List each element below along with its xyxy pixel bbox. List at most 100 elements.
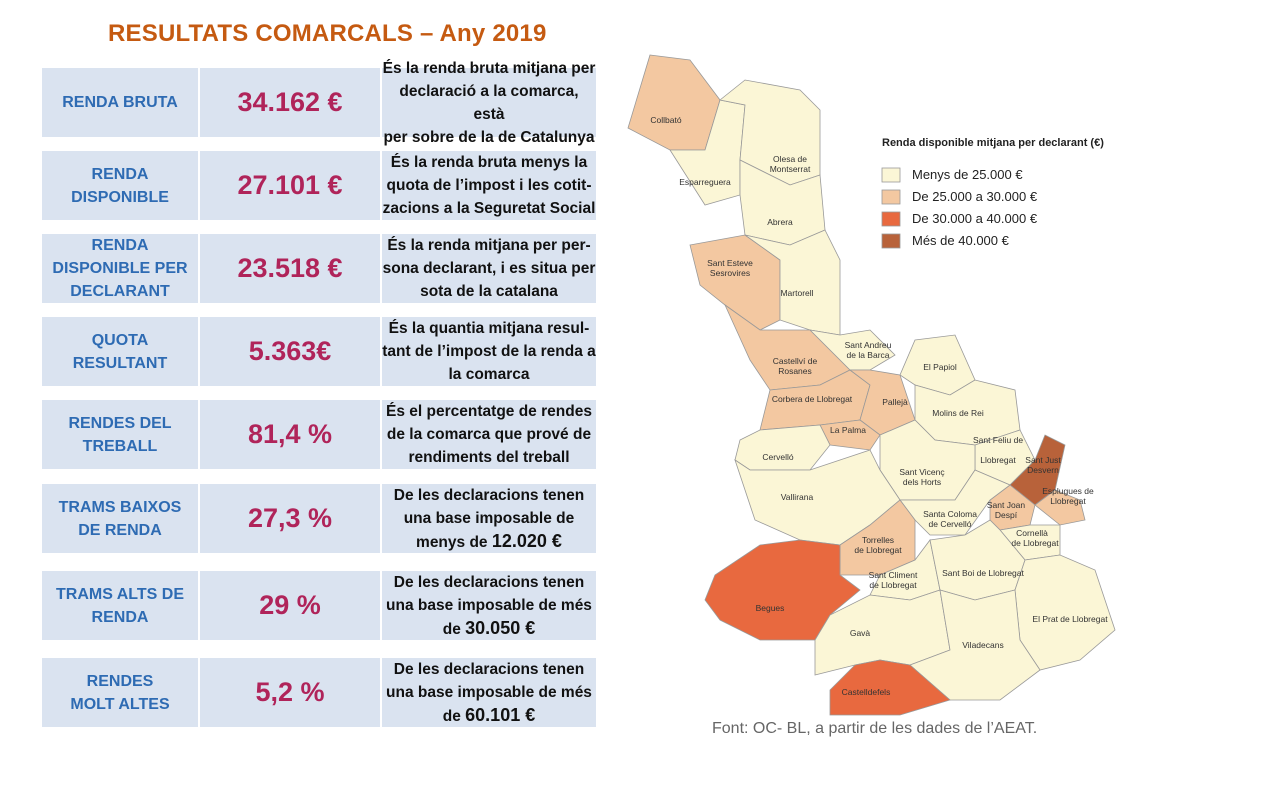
label-sant-esteve-1: Sant Esteve xyxy=(707,258,753,268)
label-santa-coloma-2: de Cervelló xyxy=(929,519,972,529)
label-castellvi-2: Rosanes xyxy=(778,366,812,376)
indicator-description: És la renda bruta menys la quota de l’im… xyxy=(382,151,596,220)
indicator-value: 29 % xyxy=(200,571,380,640)
desc-line: de xyxy=(442,620,461,638)
label-line: QUOTA xyxy=(91,331,149,349)
indicator-label: QUOTA RESULTANT xyxy=(42,317,198,386)
label-cornella-1: Cornellà xyxy=(1016,528,1048,538)
indicator-label: TRAMS BAIXOS DE RENDA xyxy=(42,484,198,553)
desc-line: una base imposable de més xyxy=(386,683,592,701)
label-sant-andreu-2: de la Barca xyxy=(847,350,890,360)
label-sant-just-1: Sant Just xyxy=(1025,455,1061,465)
label-line: DE RENDA xyxy=(78,521,162,539)
label-cornella-2: de Llobregat xyxy=(1011,538,1059,548)
indicator-row: RENDES DEL TREBALL 81,4 % És el percenta… xyxy=(42,400,596,469)
legend-swatch-2 xyxy=(881,189,901,205)
desc-line: tant de l’impost de la renda a xyxy=(382,343,596,360)
municipality-labels: Collbató Olesa de Montserrat Esparreguer… xyxy=(650,115,1108,697)
region-viladecans xyxy=(909,589,1041,701)
label-sant-feliu-2: Llobregat xyxy=(980,455,1016,465)
label-line: RENDES DEL xyxy=(68,414,172,432)
label-line: RENDA xyxy=(91,165,149,183)
label-line: RENDA xyxy=(91,237,149,254)
indicator-row: RENDA DISPONIBLE 27.101 € És la renda br… xyxy=(42,151,596,220)
indicator-description: De les declaracions tenen una base impos… xyxy=(382,571,596,640)
indicator-label: RENDA DISPONIBLE PER DECLARANT xyxy=(42,234,198,303)
label-sant-vicenc-1: Sant Vicenç xyxy=(899,467,945,477)
region-santa-coloma xyxy=(899,469,1011,536)
label-palleja: Pallejà xyxy=(882,397,908,407)
label-molins: Molins de Rei xyxy=(932,408,984,418)
desc-line: És la renda bruta mitjana per xyxy=(382,59,596,77)
source-note: Font: OC- BL, a partir de les dades de l… xyxy=(712,720,1038,737)
desc-line: De les declaracions tenen xyxy=(393,573,585,591)
label-santa-coloma-1: Santa Coloma xyxy=(923,509,977,519)
label-line: RESULTANT xyxy=(72,354,168,372)
label-cervello: Cervelló xyxy=(762,452,793,462)
legend-label-4: Més de 40.000 € xyxy=(912,233,1010,248)
desc-line: És la renda mitjana per per- xyxy=(387,237,591,254)
indicator-label: RENDES DEL TREBALL xyxy=(42,400,198,469)
label-esparreguera: Esparreguera xyxy=(679,177,731,187)
legend-label-3: De 30.000 a 40.000 € xyxy=(912,211,1038,226)
desc-line: És el percentatge de rendes xyxy=(386,403,592,420)
label-sant-joan-2: Despí xyxy=(995,510,1018,520)
indicator-label: TRAMS ALTS DE RENDA xyxy=(42,571,198,640)
desc-line: És la renda bruta menys la xyxy=(390,154,588,171)
label-sant-andreu-1: Sant Andreu xyxy=(845,340,892,350)
label-esplugues-1: Esplugues de xyxy=(1042,486,1094,496)
label-corbera: Corbera de Llobregat xyxy=(772,394,853,404)
label-sant-boi: Sant Boi de Llobregat xyxy=(942,568,1024,578)
label-begues: Begues xyxy=(756,603,785,613)
desc-line: una base imposable de més xyxy=(386,596,592,614)
label-line: RENDA xyxy=(91,608,149,626)
indicator-value: 5,2 % xyxy=(200,658,380,727)
page-title: RESULTATS COMARCALS – Any 2019 xyxy=(108,20,547,47)
legend-swatch-4 xyxy=(881,233,901,249)
indicator-value: 5.363€ xyxy=(200,317,380,386)
label-papiol: El Papiol xyxy=(923,362,957,372)
indicator-value: 23.518 € xyxy=(200,234,380,303)
indicator-row: TRAMS ALTS DE RENDA 29 % De les declarac… xyxy=(42,571,596,640)
label-sant-feliu-1: Sant Feliu de xyxy=(973,435,1023,445)
label-line: DISPONIBLE xyxy=(71,188,169,206)
region-torrelles xyxy=(839,499,916,576)
indicator-value: 34.162 € xyxy=(200,68,380,137)
label-sant-climent-1: Sant Climent xyxy=(869,570,918,580)
region-collbato xyxy=(627,54,721,151)
desc-line: quota de l’impost i les cotit- xyxy=(386,177,592,194)
region-cervello xyxy=(734,424,831,471)
label-la-palma: La Palma xyxy=(830,425,866,435)
label-castelldefels: Castelldefels xyxy=(842,687,891,697)
label-line: TRAMS ALTS DE xyxy=(56,585,184,603)
threshold-amount: 60.101 € xyxy=(465,704,536,725)
label-torrelles-1: Torrelles xyxy=(862,535,894,545)
map-legend: Renda disponible mitjana per declarant (… xyxy=(881,137,1104,249)
indicator-description: És la renda bruta mitjana per declaració… xyxy=(382,60,596,146)
choropleth-map: Collbató Olesa de Montserrat Esparreguer… xyxy=(627,54,1116,716)
label-viladecans: Viladecans xyxy=(962,640,1003,650)
label-sant-vicenc-2: dels Horts xyxy=(903,477,941,487)
legend-title: Renda disponible mitjana per declarant (… xyxy=(882,137,1104,149)
label-line: TREBALL xyxy=(82,437,158,455)
desc-line: rendiments del treball xyxy=(408,449,570,466)
indicator-label: RENDA BRUTA xyxy=(42,68,198,137)
label-torrelles-2: de Llobregat xyxy=(854,545,902,555)
desc-line: De les declaracions tenen xyxy=(393,486,585,504)
label-line: DISPONIBLE PER xyxy=(52,260,188,277)
indicator-description: És la quantia mitjana resul- tant de l’i… xyxy=(382,317,596,386)
label-line: DECLARANT xyxy=(70,283,170,300)
desc-line: zacions a la Seguretat Social xyxy=(382,200,596,217)
desc-line: per sobre de la de Catalunya xyxy=(383,128,595,146)
label-line: TRAMS BAIXOS xyxy=(58,498,182,516)
label-sant-joan-1: Sant Joan xyxy=(987,500,1026,510)
desc-line: sona declarant, i es situa per xyxy=(382,260,596,277)
desc-line: menys de xyxy=(416,533,488,551)
legend-label-1: Menys de 25.000 € xyxy=(912,167,1023,182)
desc-line: la comarca xyxy=(448,366,530,383)
label-abrera: Abrera xyxy=(767,217,793,227)
label-line: MOLT ALTES xyxy=(70,695,170,713)
region-esplugues xyxy=(1034,489,1086,526)
indicator-description: És el percentatge de rendes de la comarc… xyxy=(382,400,596,469)
indicator-label: RENDES MOLT ALTES xyxy=(42,658,198,727)
